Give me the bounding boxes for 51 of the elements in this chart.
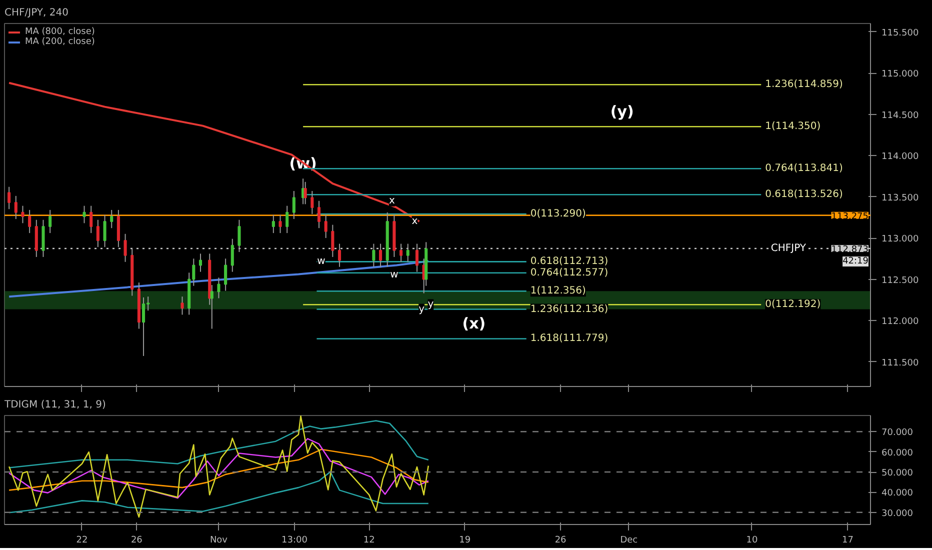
annotation: w — [390, 270, 398, 281]
chart-title: CHF/JPY, 240 — [4, 8, 68, 18]
x-tick-label: 17 — [842, 536, 854, 546]
x-tick-label: 26 — [130, 536, 143, 546]
annotation: 0(113.290) — [530, 208, 586, 220]
y-tick-label: 114.500 — [882, 110, 919, 121]
annotation: 1.236(114.859) — [765, 79, 843, 90]
y-tick-label: 111.500 — [882, 358, 919, 368]
y-tick-label: 30.000 — [882, 508, 914, 519]
annotation: 0.764(113.841) — [765, 163, 843, 174]
x-tick-label: 19 — [459, 536, 471, 546]
x-tick-label: 10 — [746, 536, 758, 546]
annotation: (y) — [610, 102, 634, 121]
annotation: 1.618(111.779) — [530, 333, 608, 344]
x-tick-label: Nov — [210, 536, 228, 546]
annotation: x — [388, 195, 395, 206]
annotation: y — [418, 304, 425, 315]
x-tick-label: Dec — [620, 536, 638, 546]
x-tick-label: 13:00 — [282, 536, 308, 546]
y-tick-label: 112.000 — [882, 317, 919, 327]
annotation: 1(114.350) — [765, 121, 821, 132]
annotation: (x) — [462, 314, 486, 333]
y-tick-label: 40.000 — [882, 488, 914, 499]
annotation: w — [317, 256, 326, 268]
ref-line-label: 113.275 — [831, 212, 868, 222]
y-tick-label: 115.500 — [882, 28, 919, 38]
legend-label: MA (200, close) — [25, 37, 95, 47]
annotation: 0.618(113.526) — [765, 189, 843, 200]
annotation: 0.618(112.713) — [530, 256, 608, 268]
annotation: 42:19 — [842, 256, 869, 266]
y-tick-label: 112.500 — [882, 276, 919, 286]
y-tick-label: 114.000 — [882, 152, 919, 162]
x-tick-label: 22 — [76, 536, 88, 546]
legend-label: MA (800, close) — [25, 27, 95, 37]
ref-line-label: 112.873 — [831, 244, 868, 255]
y-tick-label: 115.000 — [882, 70, 919, 80]
annotation: 0.764(112.577) — [530, 267, 608, 278]
x-tick-label: 26 — [554, 536, 567, 546]
y-tick-label: 60.000 — [882, 448, 914, 458]
y-tick-label: 50.000 — [882, 468, 914, 479]
chart-title: TDIGM (11, 31, 1, 9) — [4, 400, 106, 410]
y-tick-label: 113.000 — [882, 234, 919, 244]
y-tick-label: 113.500 — [882, 193, 919, 204]
annotation: x — [412, 216, 418, 227]
x-tick-label: 12 — [363, 536, 375, 546]
annotation: 1.236(112.136) — [530, 304, 608, 315]
annotation: 1(112.356) — [530, 286, 586, 297]
annotation: CHFJPY — [770, 242, 807, 254]
annotation: 0(112.192) — [765, 299, 821, 310]
y-tick-label: 70.000 — [882, 428, 914, 438]
annotation: y — [428, 299, 434, 310]
